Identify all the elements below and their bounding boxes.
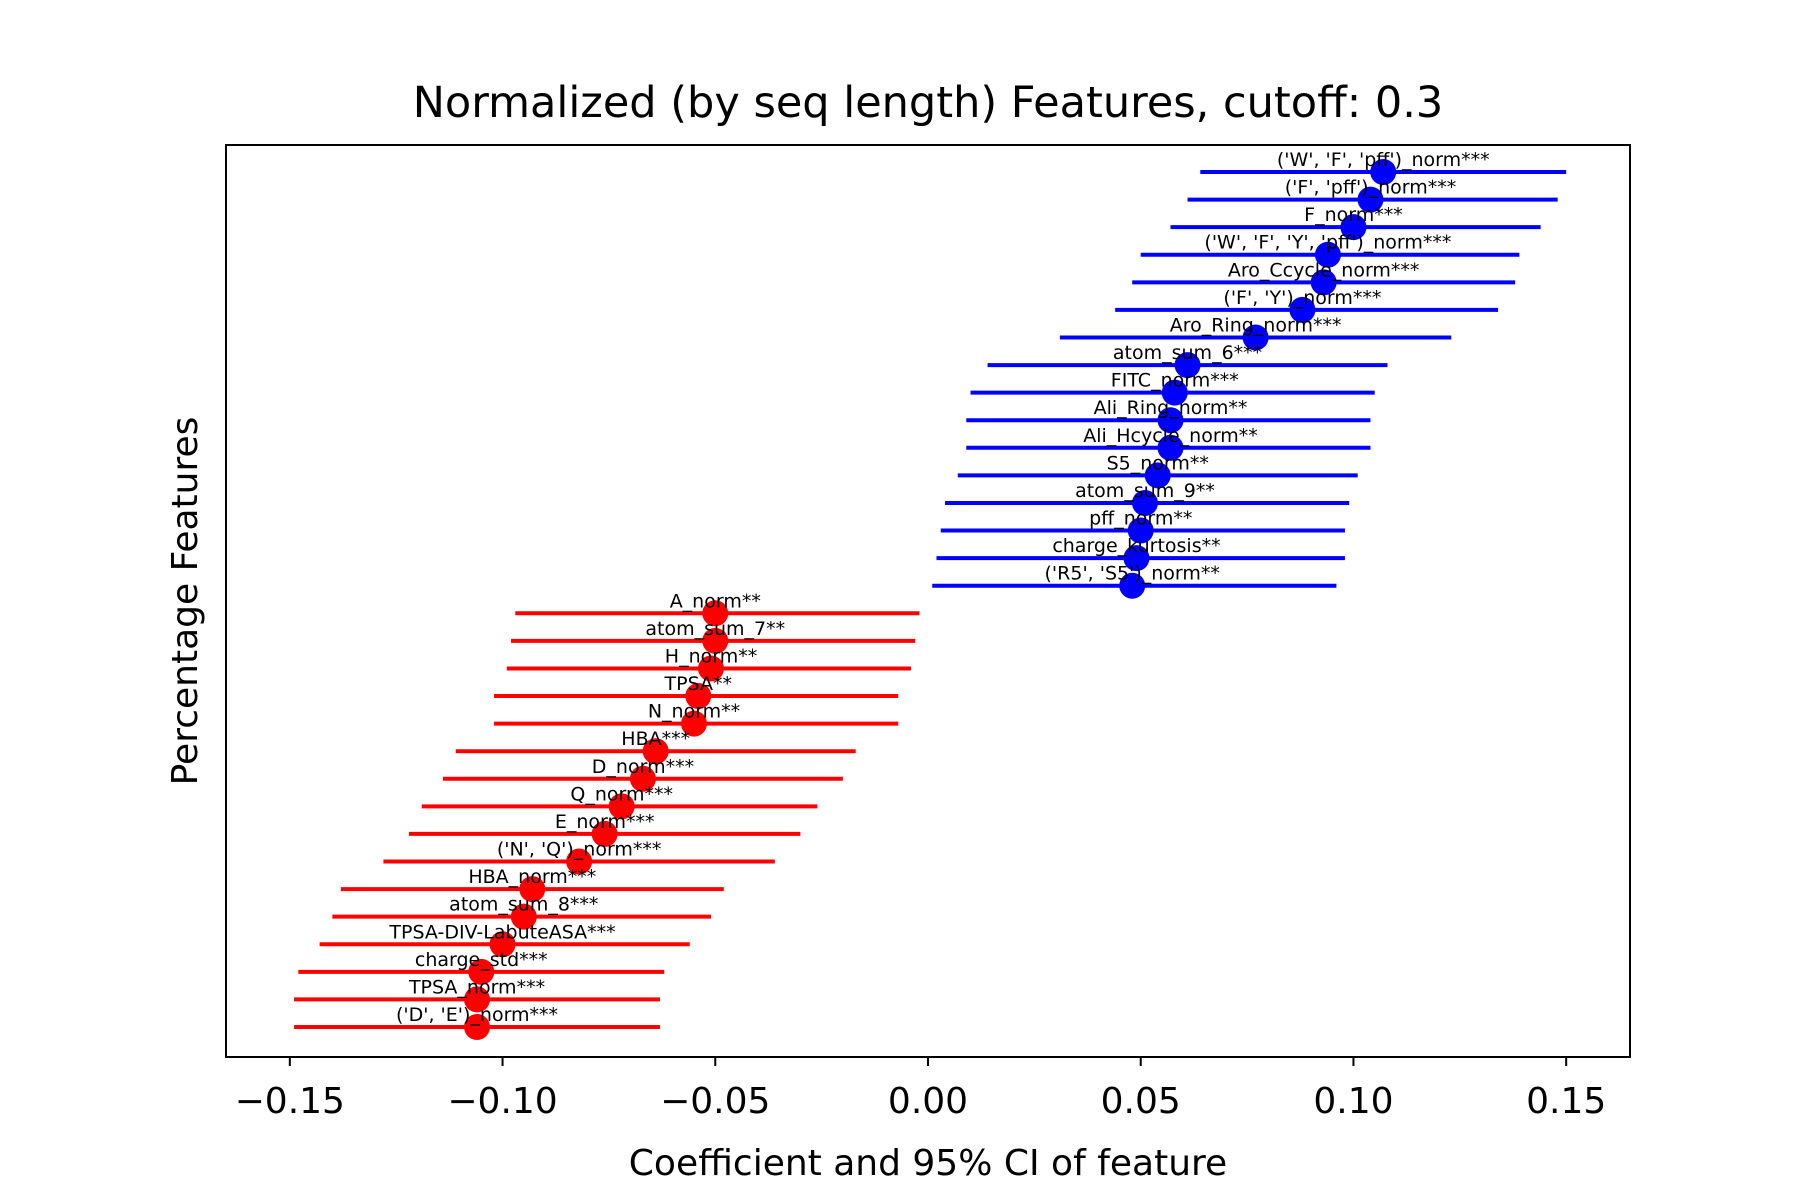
coefficient-point (468, 958, 495, 985)
coefficient-point (1127, 517, 1154, 544)
feature-label: charge_kurtosis** (1052, 535, 1220, 557)
coefficient-point (629, 765, 656, 792)
feature-label: E_norm*** (555, 811, 655, 833)
feature-label: HBA*** (621, 728, 690, 750)
feature-label: N_norm** (648, 701, 740, 723)
coefficient-point (1289, 296, 1316, 323)
coefficient-point (1161, 379, 1188, 406)
coefficient-point (510, 903, 537, 930)
x-tick-label: 0.10 (1313, 1081, 1393, 1122)
feature-label: TPSA** (664, 673, 732, 695)
coefficient-point (464, 1014, 491, 1040)
feature-label: ('N', 'Q')_norm*** (497, 839, 662, 861)
feature-label: atom_sum_7** (645, 618, 785, 640)
coefficient-point (1144, 462, 1171, 489)
x-tick-label: −0.05 (660, 1081, 770, 1122)
coefficient-point (1119, 572, 1146, 599)
feature-label: Aro_Ring_norm*** (1170, 314, 1342, 336)
x-tick-label: 0.15 (1526, 1081, 1606, 1122)
feature-label: S5_norm** (1107, 452, 1209, 474)
plot-area: ('W', 'F', 'pff')_norm*** ('F', 'pff')_no… (294, 149, 1567, 1040)
coefficient-point (464, 986, 491, 1013)
coefficient-point (1340, 214, 1367, 241)
x-axis: −0.15 −0.10 −0.05 0.00 0.05 0.10 0.15 (235, 1057, 1606, 1122)
x-tick-label: 0.05 (1101, 1081, 1181, 1122)
chart-title: Normalized (by seq length) Features, cut… (413, 78, 1444, 128)
x-tick-label: −0.15 (235, 1081, 345, 1122)
feature-label: atom_sum_8*** (449, 894, 598, 916)
feature-label: D_norm*** (592, 756, 694, 778)
feature-label: ('W', 'F', 'Y', 'pff')_norm*** (1204, 232, 1451, 254)
feature-label: F_norm*** (1304, 204, 1403, 226)
feature-label: atom_sum_9** (1075, 480, 1215, 502)
coefficient-point (1123, 545, 1150, 572)
x-axis-label: Coefficient and 95% CI of feature (629, 1143, 1227, 1184)
coefficient-point (702, 627, 729, 654)
coefficient-point (1370, 159, 1397, 185)
coefficient-point (681, 710, 707, 737)
coefficient-point (1157, 434, 1184, 461)
coefficient-point (1242, 324, 1269, 351)
feature-label: ('R5', 'S5')_norm** (1045, 563, 1220, 585)
feature-label: pff_norm** (1089, 508, 1192, 530)
coefficient-point (1131, 489, 1158, 516)
feature-label: FITC_norm*** (1111, 370, 1239, 392)
coefficient-point (702, 600, 729, 627)
coefficient-point (1314, 241, 1341, 268)
feature-label: TPSA-DIV-LabuteASA*** (388, 921, 615, 943)
coefficient-point (642, 738, 669, 765)
coefficient-point (1174, 352, 1201, 379)
feature-label: charge_std*** (415, 949, 548, 971)
x-tick-label: −0.10 (447, 1081, 557, 1122)
coefficient-point (566, 848, 593, 875)
feature-label: ('D', 'E')_norm*** (396, 1004, 558, 1026)
feature-label: ('W', 'F', 'pff')_norm*** (1277, 149, 1490, 171)
feature-label: atom_sum_6*** (1113, 342, 1262, 364)
feature-label: ('F', 'pff')_norm*** (1285, 177, 1457, 199)
coefficient-point (519, 876, 546, 903)
coefficient-point (685, 683, 712, 710)
feature-label: TPSA_norm*** (408, 976, 545, 998)
feature-label: A_norm** (670, 590, 761, 612)
coefficient-point (1310, 269, 1337, 296)
feature-label: Aro_Ccycle_norm*** (1228, 259, 1420, 281)
coefficient-point (489, 931, 516, 958)
coefficient-point (698, 655, 725, 682)
feature-label: H_norm** (665, 645, 757, 667)
feature-label: Ali_Ring_norm** (1094, 397, 1248, 419)
feature-label: Ali_Hcycle_norm** (1083, 425, 1258, 447)
x-tick-label: 0.00 (888, 1081, 968, 1122)
feature-label: HBA_norm*** (468, 866, 596, 888)
coefficient-point (1157, 407, 1184, 434)
coefficient-point (591, 820, 618, 847)
coefficient-point (608, 793, 635, 820)
y-axis-label: Percentage Features (165, 417, 206, 786)
coefficient-point (1357, 186, 1384, 213)
feature-label: Q_norm*** (570, 783, 673, 805)
feature-label: ('F', 'Y')_norm*** (1223, 287, 1381, 309)
